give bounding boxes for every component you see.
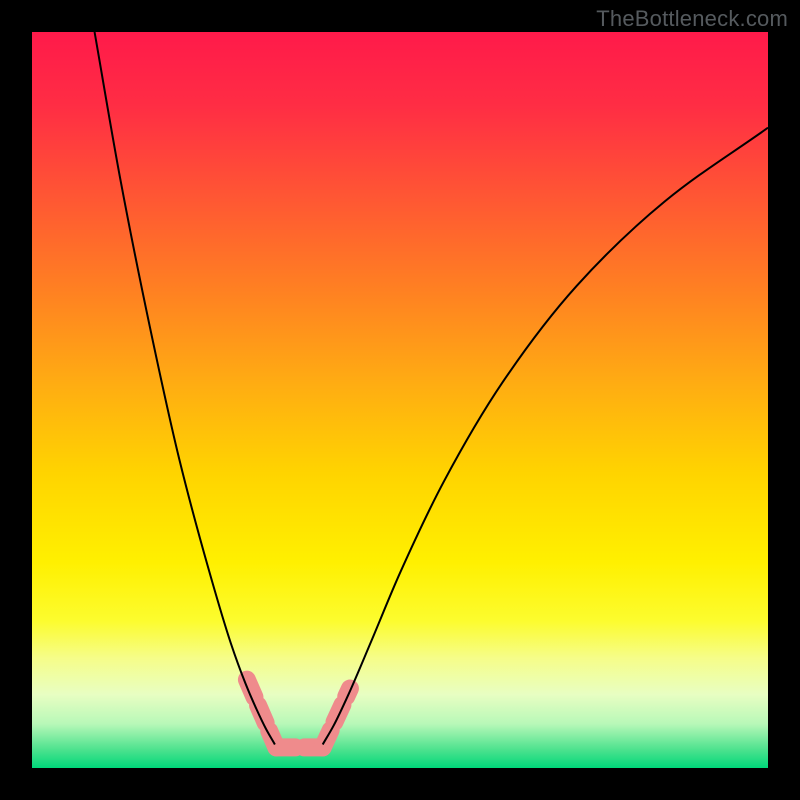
watermark-text: TheBottleneck.com [596, 6, 788, 32]
chart-svg [32, 32, 768, 768]
chart-background [32, 32, 768, 768]
chart-plot-area [32, 32, 768, 768]
